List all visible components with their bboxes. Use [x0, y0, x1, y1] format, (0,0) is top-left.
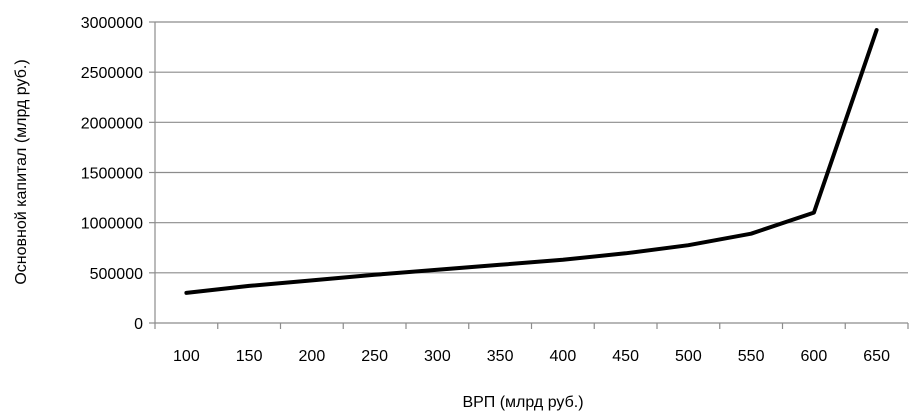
gridlines: [155, 21, 908, 274]
x-tick-label: 350: [487, 348, 514, 365]
series: [184, 28, 879, 295]
y-tick-label: 1000000: [81, 216, 143, 233]
x-tick-label: 600: [801, 348, 828, 365]
y-tick-label: 1500000: [81, 166, 143, 183]
x-tick-label: 200: [299, 348, 326, 365]
x-tick-label: 650: [863, 348, 890, 365]
y-tick-label: 0: [134, 316, 143, 333]
x-tick-labels: 100 150 200 250 300 350 400 450 500 550 600 650: [173, 348, 890, 365]
x-tick-label: 400: [550, 348, 577, 365]
x-tick-label: 500: [675, 348, 702, 365]
y-tick-labels: 0 500000 1000000 1500000 2000000 2500000 30000…: [81, 15, 143, 333]
x-tick-label: 250: [361, 348, 388, 365]
x-tick-label: 150: [236, 348, 263, 365]
y-tick-label: 500000: [90, 266, 143, 283]
x-tick-label: 300: [424, 348, 451, 365]
x-tick-label: 550: [738, 348, 765, 365]
series-line: [184, 28, 879, 295]
y-tick-label: 2000000: [81, 115, 143, 132]
axes: [149, 21, 909, 329]
y-tick-label: 3000000: [81, 15, 143, 32]
x-tick-label: 450: [612, 348, 639, 365]
y-tick-label: 2500000: [81, 65, 143, 82]
x-axis-title: ВРП (млрд руб.): [462, 394, 583, 411]
y-axis-title: Основной капитал (млрд руб.): [13, 59, 30, 284]
x-tick-label: 100: [173, 348, 200, 365]
